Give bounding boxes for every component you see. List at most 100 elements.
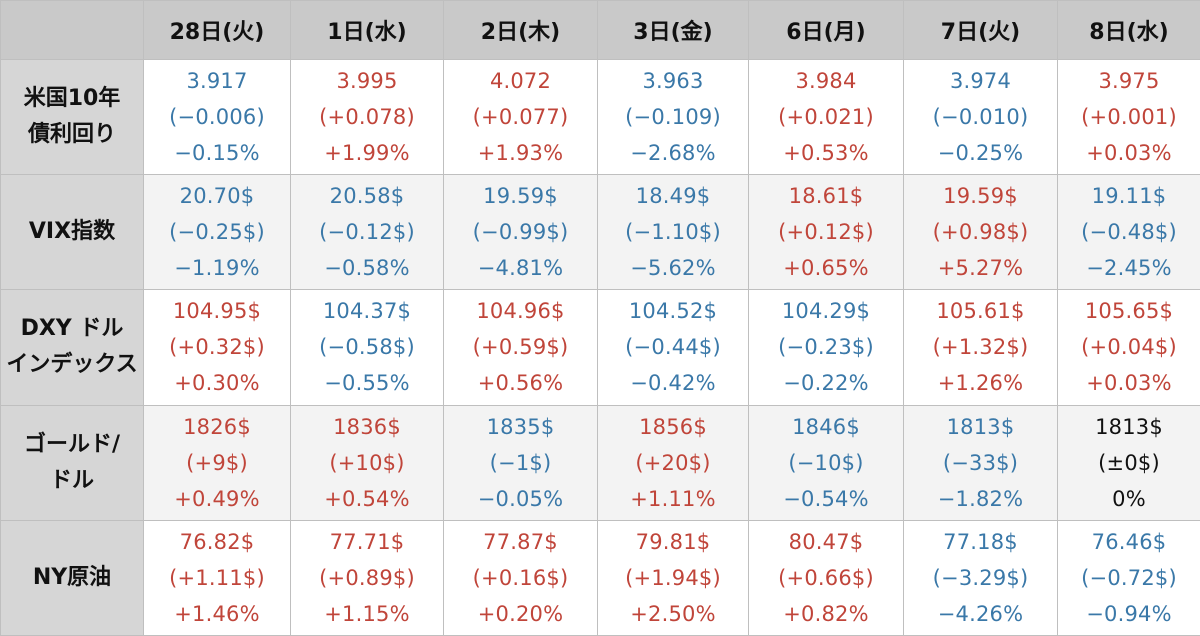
cell-value: 4.072	[489, 69, 552, 94]
cell-percent: −1.82%	[937, 486, 1024, 511]
data-cell: 20.70$ (−0.25$) −1.19%	[143, 174, 291, 291]
cell-percent: −2.68%	[630, 141, 716, 166]
cell-percent: +2.50%	[630, 601, 716, 626]
cell-percent: +0.20%	[477, 601, 564, 626]
cell-percent: +0.82%	[783, 601, 869, 626]
cell-change: (+9$)	[186, 450, 248, 475]
table-row: 米国10年 債利回り 3.917 (−0.006) −0.15% 3.995 (+0.078…	[0, 58, 1200, 176]
data-cell: 104.37$ (−0.58$) −0.55%	[290, 289, 444, 406]
cell-value: 104.52$	[628, 299, 718, 324]
data-cell: 76.82$ (+1.11$) +1.46%	[143, 519, 291, 636]
row-label: ゴールド/ドル	[0, 404, 144, 521]
cell-change: (+0.12$)	[778, 220, 874, 245]
cell-percent: −0.25%	[937, 141, 1024, 166]
data-cell: 18.49$ (−1.10$) −5.62%	[597, 174, 749, 291]
data-cell: 3.963 (−0.109) −2.68%	[597, 58, 749, 176]
data-cell: 80.47$ (+0.66$) +0.82%	[748, 519, 904, 636]
row-label-line: NY原油	[32, 564, 112, 590]
cell-percent: −4.81%	[477, 256, 564, 281]
cell-percent: −0.58%	[324, 256, 410, 281]
cell-change: (−0.23$)	[778, 335, 874, 360]
cell-change: (−3.29$)	[932, 565, 1029, 590]
cell-percent: +0.54%	[324, 486, 410, 511]
cell-change: (+1.94$)	[625, 565, 721, 590]
cell-value: 77.18$	[943, 529, 1018, 554]
cell-value: 1856$	[639, 414, 707, 439]
cell-percent: −0.54%	[783, 486, 869, 511]
table-row: DXY ドル インデックス 104.95$ (+0.32$) +0.30% 104.37$…	[0, 289, 1200, 406]
cell-change: (+10$)	[329, 450, 405, 475]
cell-percent: −0.42%	[630, 371, 716, 396]
cell-percent: +0.65%	[783, 256, 869, 281]
header-row: 28日(火) 1日(水) 2日(木) 3日(金) 6日(月) 7日(火) 8日(…	[0, 0, 1200, 60]
data-cell: 104.96$ (+0.59$) +0.56%	[443, 289, 598, 406]
cell-percent: −4.26%	[937, 601, 1024, 626]
cell-value: 1836$	[333, 414, 401, 439]
column-header: 6日(月)	[748, 0, 904, 60]
table-row: NY原油 76.82$ (+1.11$) +1.46% 77.71$ (+0.89$) +1…	[0, 519, 1200, 636]
row-label: VIX指数	[0, 174, 144, 291]
row-label: DXY ドル インデックス	[0, 289, 144, 406]
cell-change: (+0.16$)	[472, 565, 569, 590]
cell-change: (−0.109)	[625, 105, 721, 130]
row-label-line: 米国10年	[23, 86, 121, 112]
data-cell: 76.46$ (−0.72$) −0.94%	[1057, 519, 1200, 636]
cell-change: (+0.021)	[778, 105, 874, 130]
cell-value: 20.70$	[179, 184, 255, 209]
row-label-line: VIX指数	[28, 219, 116, 245]
row-label-line: ゴールド/	[23, 431, 121, 457]
cell-value: 105.61$	[936, 299, 1025, 324]
data-cell: 3.975 (+0.001) +0.03%	[1057, 58, 1200, 176]
cell-value: 104.96$	[476, 299, 565, 324]
cell-change: (+1.11$)	[169, 565, 265, 590]
cell-change: (−0.12$)	[319, 220, 415, 245]
cell-percent: −2.45%	[1086, 256, 1172, 281]
cell-change: (−0.72$)	[1081, 565, 1177, 590]
cell-percent: +5.27%	[937, 256, 1024, 281]
cell-value: 18.49$	[635, 184, 711, 209]
data-cell: 3.984 (+0.021) +0.53%	[748, 58, 904, 176]
cell-percent: +0.53%	[783, 141, 869, 166]
cell-value: 3.975	[1098, 69, 1160, 94]
cell-percent: +1.26%	[937, 371, 1024, 396]
cell-change: (−1.10$)	[625, 220, 721, 245]
cell-percent: −0.05%	[477, 486, 564, 511]
cell-percent: −5.62%	[630, 256, 716, 281]
cell-change: (±0$)	[1098, 450, 1160, 475]
cell-value: 80.47$	[788, 529, 864, 554]
data-cell: 104.95$ (+0.32$) +0.30%	[143, 289, 291, 406]
data-cell: 105.61$ (+1.32$) +1.26%	[903, 289, 1058, 406]
data-cell: 77.71$ (+0.89$) +1.15%	[290, 519, 444, 636]
cell-percent: −1.19%	[174, 256, 260, 281]
cell-percent: +0.03%	[1086, 371, 1172, 396]
data-cell: 3.917 (−0.006) −0.15%	[143, 58, 291, 176]
cell-value: 76.82$	[179, 529, 255, 554]
row-label-line: インデックス	[6, 352, 138, 378]
cell-value: 3.974	[949, 69, 1012, 94]
cell-value: 104.29$	[781, 299, 871, 324]
cell-percent: −0.55%	[324, 371, 410, 396]
cell-value: 1846$	[792, 414, 860, 439]
data-cell: 4.072 (+0.077) +1.93%	[443, 58, 598, 176]
cell-change: (−0.006)	[169, 105, 265, 130]
column-header: 1日(水)	[290, 0, 444, 60]
row-label: 米国10年 債利回り	[0, 58, 144, 176]
cell-percent: −0.22%	[783, 371, 869, 396]
cell-change: (+0.66$)	[778, 565, 874, 590]
cell-change: (+0.59$)	[472, 335, 569, 360]
cell-value: 3.984	[795, 69, 857, 94]
data-cell: 19.59$ (−0.99$) −4.81%	[443, 174, 598, 291]
data-cell: 104.52$ (−0.44$) −0.42%	[597, 289, 749, 406]
data-cell: 1826$ (+9$) +0.49%	[143, 404, 291, 521]
data-cell: 1846$ (−10$) −0.54%	[748, 404, 904, 521]
cell-value: 3.963	[642, 69, 704, 94]
data-cell: 1813$ (±0$) 0%	[1057, 404, 1200, 521]
cell-change: (−1$)	[489, 450, 552, 475]
table-row: VIX指数 20.70$ (−0.25$) −1.19% 20.58$ (−0.12$) −…	[0, 174, 1200, 291]
cell-change: (−0.48$)	[1081, 220, 1177, 245]
cell-percent: +0.03%	[1086, 141, 1172, 166]
data-cell: 19.59$ (+0.98$) +5.27%	[903, 174, 1058, 291]
cell-change: (−33$)	[942, 450, 1019, 475]
data-cell: 77.18$ (−3.29$) −4.26%	[903, 519, 1058, 636]
cell-percent: +0.49%	[174, 486, 260, 511]
